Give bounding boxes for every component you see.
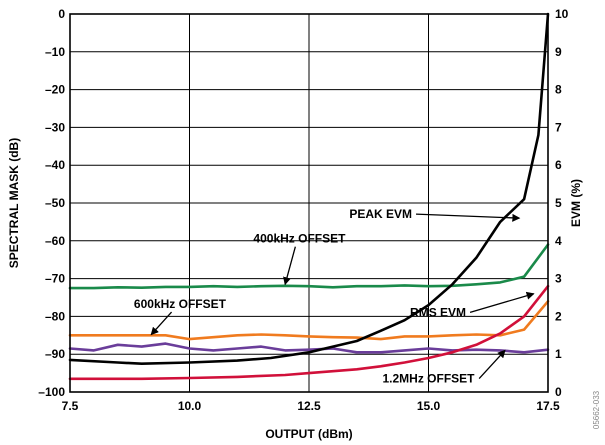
y-right-tick-label: 8	[555, 83, 562, 97]
y-right-tick-label: 2	[555, 309, 562, 323]
series-line-rms-evm	[68, 284, 550, 381]
y-right-tick-label: 7	[555, 120, 562, 134]
x-tick-label: 7.5	[62, 399, 79, 413]
y-right-tick-label: 6	[555, 158, 562, 172]
plot-frame	[69, 13, 549, 393]
annotation-arrow	[416, 213, 521, 222]
y-left-tick-label: –30	[45, 120, 65, 134]
y-left-tick-label: –10	[45, 45, 65, 59]
annotation-arrow	[283, 246, 296, 286]
annotation-rms-evm: RMS EVM	[410, 305, 466, 319]
y-right-tick-label: 1	[555, 347, 562, 361]
series-line-400khz-offset	[68, 243, 550, 290]
y-right-tick-label: 5	[555, 196, 562, 210]
y-right-axis-title: EVM (%)	[569, 179, 583, 227]
y-left-tick-label: –90	[45, 347, 65, 361]
x-tick-labels: 7.5 10.0 12.5 15.0 17.5	[62, 399, 560, 413]
annotation-arrow	[150, 311, 173, 336]
annotation-400khz-offset: 400kHz OFFSET	[253, 232, 346, 246]
series-line-1-2mhz-offset	[68, 342, 550, 354]
series-line-600khz-offset	[68, 299, 550, 341]
x-tick-label: 10.0	[178, 399, 202, 413]
y-left-tick-labels: 0 –10 –20 –30 –40 –50 –60 –70 –80 –90 –100	[38, 7, 65, 399]
y-right-tick-label: 3	[555, 272, 562, 286]
x-tick-label: 12.5	[297, 399, 321, 413]
annotation-arrow	[478, 349, 506, 379]
annotation-arrow	[469, 291, 535, 314]
y-left-tick-label: 0	[58, 7, 65, 21]
y-left-tick-label: –80	[45, 309, 65, 323]
x-axis-title: OUTPUT (dBm)	[265, 427, 352, 441]
annotation-peak-evm: PEAK EVM	[349, 207, 412, 221]
y-left-tick-label: –60	[45, 234, 65, 248]
annotation-1-2mhz-offset: 1.2MHz OFFSET	[382, 372, 475, 386]
y-right-tick-label: 0	[555, 385, 562, 399]
y-left-axis-title: SPECTRAL MASK (dB)	[7, 138, 21, 268]
y-right-tick-label: 9	[555, 45, 562, 59]
y-left-tick-label: –100	[38, 385, 65, 399]
y-right-tick-label: 4	[555, 234, 562, 248]
annotation-600khz-offset: 600kHz OFFSET	[134, 297, 227, 311]
annotations: 400kHz OFFSET 600kHz OFFSET PEAK EVM RMS EV…	[134, 207, 535, 386]
figure-id: 05662-033	[592, 390, 601, 429]
grid-lines	[70, 14, 548, 392]
y-left-tick-label: –70	[45, 272, 65, 286]
y-right-tick-label: 10	[555, 7, 569, 21]
x-tick-label: 17.5	[536, 399, 560, 413]
y-left-tick-label: –50	[45, 196, 65, 210]
y-left-tick-label: –20	[45, 83, 65, 97]
y-left-tick-label: –40	[45, 158, 65, 172]
x-tick-label: 15.0	[417, 399, 441, 413]
